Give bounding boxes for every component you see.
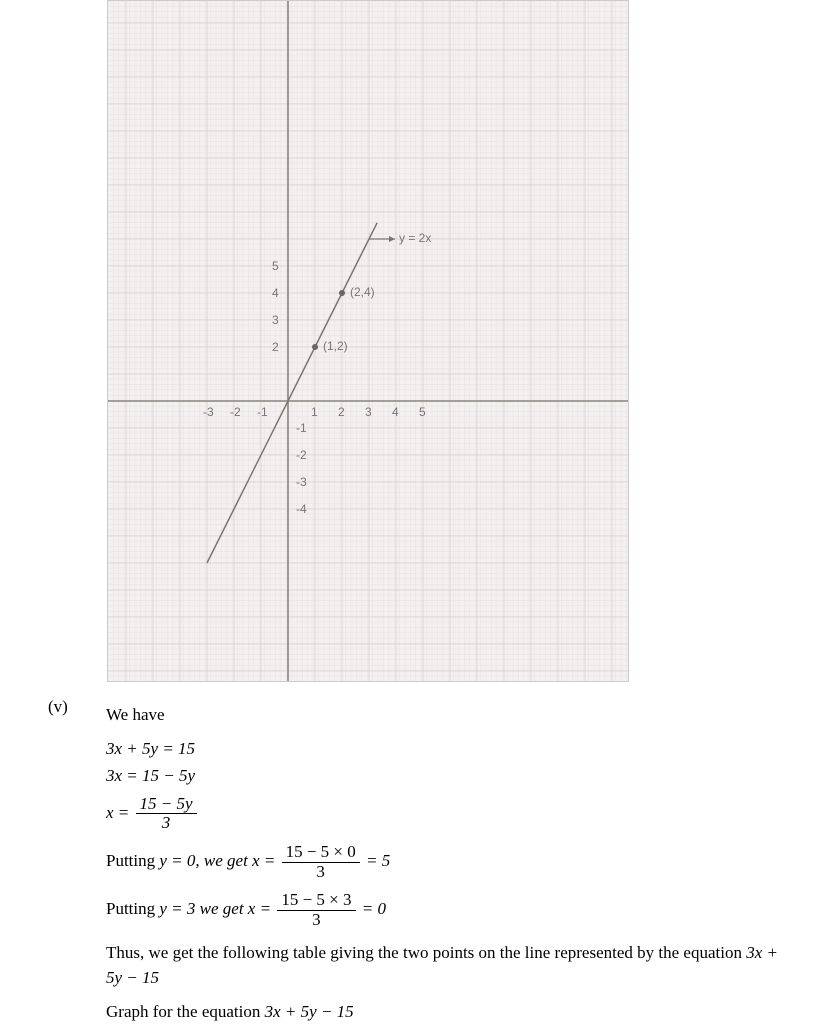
para2-pre: Graph for the equation — [106, 1002, 265, 1021]
eq3-denominator: 3 — [136, 814, 197, 833]
substitution-2: Putting y = 3 we get x = 15 − 5 × 3 3 = … — [106, 891, 796, 929]
solution-body: (v) We have 3x + 5y = 15 3x = 15 − 5y x … — [0, 694, 816, 1032]
graph-text-label: y = 2x — [399, 231, 431, 245]
graph-svg — [108, 1, 628, 681]
eq3-frac: 15 − 5y 3 — [136, 795, 197, 833]
put1-denominator: 3 — [282, 863, 360, 882]
graph-text-label: 2 — [338, 405, 345, 419]
intro-text: We have — [106, 702, 796, 728]
equation-3: x = 15 − 5y 3 — [106, 795, 796, 833]
graph-text-label: -3 — [203, 405, 214, 419]
put2-post: = 0 — [362, 899, 386, 918]
graph-text-label: 4 — [392, 405, 399, 419]
put2-pre: Putting — [106, 899, 159, 918]
para1-pre: Thus, we get the following table giving … — [106, 943, 746, 962]
put2-denominator: 3 — [277, 911, 355, 930]
put1-frac: 15 − 5 × 0 3 — [282, 843, 360, 881]
put1-post: = 5 — [366, 851, 390, 870]
graph-text-label: 5 — [419, 405, 426, 419]
graph-text-label: -2 — [296, 448, 307, 462]
put1-numerator: 15 − 5 × 0 — [282, 843, 360, 863]
solution-column: We have 3x + 5y = 15 3x = 15 − 5y x = 15… — [106, 694, 796, 1032]
put2-frac: 15 − 5 × 3 3 — [277, 891, 355, 929]
substitution-1: Putting y = 0, we get x = 15 − 5 × 0 3 =… — [106, 843, 796, 881]
graph-caption-para: Graph for the equation 3x + 5y − 15 — [106, 999, 796, 1025]
put2-mid: y = 3 we get x = — [159, 899, 271, 918]
eq3-numerator: 15 − 5y — [136, 795, 197, 815]
graph-text-label: -3 — [296, 475, 307, 489]
put1-pre: Putting — [106, 851, 159, 870]
graph-text-label: -2 — [230, 405, 241, 419]
conclusion-para: Thus, we get the following table giving … — [106, 940, 796, 991]
graph-text-label: 4 — [272, 286, 279, 300]
graph-text-label: 2 — [272, 340, 279, 354]
graph-text-label: 1 — [311, 405, 318, 419]
eq3-lhs: x = — [106, 803, 129, 822]
put1-mid: y = 0, we get x = — [159, 851, 275, 870]
equation-1: 3x + 5y = 15 — [106, 736, 796, 762]
graph-text-label: -4 — [296, 502, 307, 516]
item-marker: (v) — [48, 694, 106, 720]
para2-eq: 3x + 5y − 15 — [265, 1002, 354, 1021]
graph-text-label: -1 — [257, 405, 268, 419]
graph-text-label: -1 — [296, 421, 307, 435]
graph-text-label: 5 — [272, 259, 279, 273]
graph-figure: -3 -2 -1 1 2 3 4 5 2 3 4 5 -1 -2 -3 -4 (1,2) (2,4) y = 2x — [107, 0, 629, 682]
put2-numerator: 15 − 5 × 3 — [277, 891, 355, 911]
graph-text-label: (1,2) — [323, 339, 348, 353]
equation-2: 3x = 15 − 5y — [106, 763, 796, 789]
graph-text-label: (2,4) — [350, 285, 375, 299]
graph-text-label: 3 — [365, 405, 372, 419]
graph-text-label: 3 — [272, 313, 279, 327]
